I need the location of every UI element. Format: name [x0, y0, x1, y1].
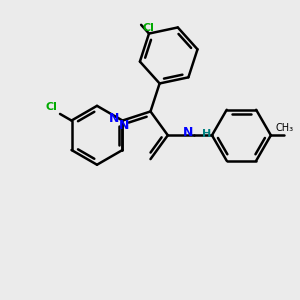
Text: N: N	[119, 119, 129, 132]
Text: H: H	[202, 129, 211, 139]
Text: N: N	[109, 112, 119, 125]
Text: Cl: Cl	[142, 23, 154, 33]
Text: N: N	[182, 126, 193, 140]
Text: Cl: Cl	[46, 103, 58, 112]
Text: CH₃: CH₃	[275, 123, 293, 133]
